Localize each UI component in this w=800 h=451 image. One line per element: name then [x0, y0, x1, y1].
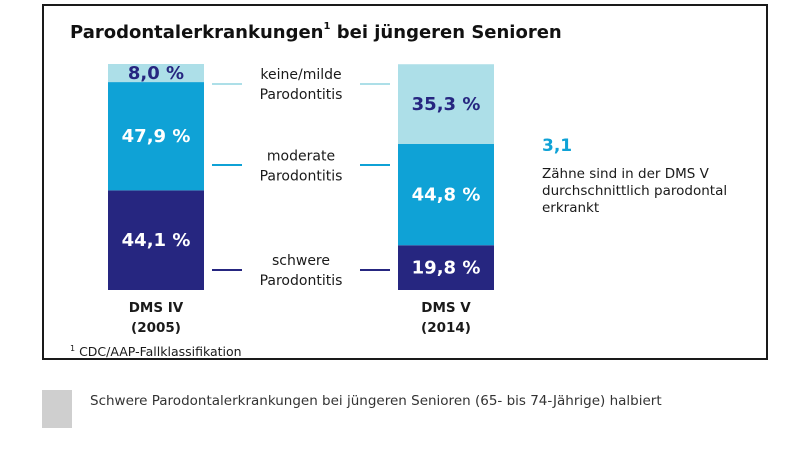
- category-label-1-line-2: (2005): [131, 320, 181, 336]
- data-label-2-3: 35,3 %: [412, 94, 481, 115]
- side-note-text: Zähne sind in der DMS V durchschnittlich…: [542, 166, 728, 216]
- footnote: 1 CDC/AAP-Fallklassifikation: [70, 344, 242, 359]
- image-caption: Schwere Parodontalerkrankungen bei jünge…: [90, 393, 662, 409]
- legend-label-2-line-2: Parodontitis: [260, 168, 343, 184]
- legend-label-3-line-2: Parodontitis: [260, 87, 343, 103]
- legend-label-1-line-2: Parodontitis: [260, 273, 343, 289]
- data-label-1-3: 8,0 %: [128, 63, 184, 84]
- chart-frame: Parodontalerkrankungen1 bei jüngeren Sen…: [42, 4, 768, 360]
- category-label-1-line-1: DMS IV: [129, 300, 184, 316]
- legend-label-2-line-1: moderate: [267, 148, 335, 164]
- bar-segment-1-3: [108, 64, 204, 83]
- legend-label-3-line-1: keine/milde: [260, 67, 341, 83]
- data-label-1-1: 44,1 %: [122, 230, 191, 251]
- category-label-2-line-1: DMS V: [421, 300, 471, 316]
- footnote-marker: 1: [70, 344, 76, 353]
- chart-title: Parodontalerkrankungen1 bei jüngeren Sen…: [70, 21, 562, 43]
- stacked-bar-chart: 44,1 % 47,9 % 8,0 % DMS IV (2005) 19,8 % 44,8 …: [108, 63, 494, 336]
- legend-label-1-line-1: schwere: [272, 253, 330, 269]
- chart-title-footnote-marker: 1: [323, 21, 331, 32]
- chart-title-text: Parodontalerkrankungen: [70, 22, 324, 43]
- bar-segment-2-2: [398, 144, 494, 246]
- bar-segment-2-1: [398, 245, 494, 290]
- data-label-1-2: 47,9 %: [122, 126, 191, 147]
- side-note-value: 3,1: [542, 136, 573, 156]
- category-label-2-line-2: (2014): [421, 320, 471, 336]
- data-label-2-2: 44,8 %: [412, 185, 481, 206]
- bar-segment-1-2: [108, 82, 204, 191]
- bar-segment-2-3: [398, 64, 494, 145]
- chart-title-rest: bei jüngeren Senioren: [330, 22, 562, 43]
- bar-segment-1-1: [108, 190, 204, 290]
- caption-swatch: [42, 390, 72, 428]
- data-label-2-1: 19,8 %: [412, 258, 481, 279]
- footnote-text: CDC/AAP-Fallklassifikation: [75, 344, 242, 360]
